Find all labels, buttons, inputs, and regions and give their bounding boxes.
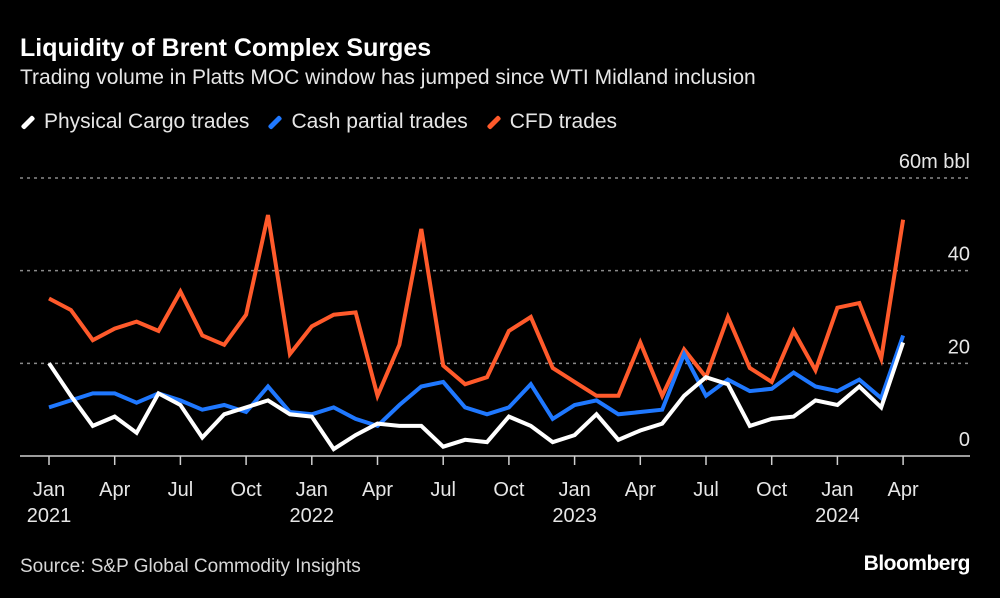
- y-tick-label: 40: [948, 244, 970, 266]
- legend-item-physical: Physical Cargo trades: [20, 110, 249, 134]
- x-tick-label: Jan: [33, 479, 65, 501]
- series-line-cash-partial-trades: [48, 334, 905, 429]
- legend: Physical Cargo trades Cash partial trade…: [20, 110, 617, 134]
- x-tick-label: Oct: [493, 479, 525, 501]
- legend-item-cash: Cash partial trades: [267, 110, 468, 134]
- x-tick-label: Apr: [362, 479, 393, 501]
- legend-label: Physical Cargo trades: [44, 110, 250, 133]
- legend-item-cfd: CFD trades: [486, 110, 617, 134]
- y-tick-label: 60m bbl: [899, 151, 970, 173]
- bloomberg-logo: Bloomberg: [863, 552, 971, 575]
- x-tick-label: Jul: [693, 479, 719, 501]
- chart-title: Liquidity of Brent Complex Surges: [20, 34, 432, 62]
- x-tick-label: Jan: [296, 479, 328, 501]
- legend-label: Cash partial trades: [291, 110, 468, 133]
- x-tick-label: Oct: [756, 479, 788, 501]
- x-tick-label: Jul: [168, 479, 194, 501]
- x-tick-year: 2023: [552, 505, 597, 527]
- chart-subtitle: Trading volume in Platts MOC window has …: [20, 66, 756, 89]
- x-tick-label: Apr: [888, 479, 919, 501]
- y-tick-label: 20: [948, 336, 970, 358]
- x-tick-year: 2022: [290, 505, 335, 527]
- x-tick-label: Oct: [231, 479, 263, 501]
- source-note: Source: S&P Global Commodity Insights: [20, 556, 361, 577]
- x-tick-label: Jul: [430, 479, 456, 501]
- x-tick-year: 2021: [27, 505, 72, 527]
- series-line-physical-cargo-trades: [47, 341, 905, 452]
- legend-label: CFD trades: [509, 110, 618, 133]
- x-tick-label: Jan: [821, 479, 853, 501]
- y-tick-label: 0: [959, 429, 970, 451]
- x-tick-label: Apr: [625, 479, 656, 501]
- x-tick-label: Apr: [99, 479, 130, 501]
- x-tick-label: Jan: [558, 479, 590, 501]
- series-line-cfd-trades: [48, 214, 906, 402]
- x-tick-year: 2024: [815, 505, 860, 527]
